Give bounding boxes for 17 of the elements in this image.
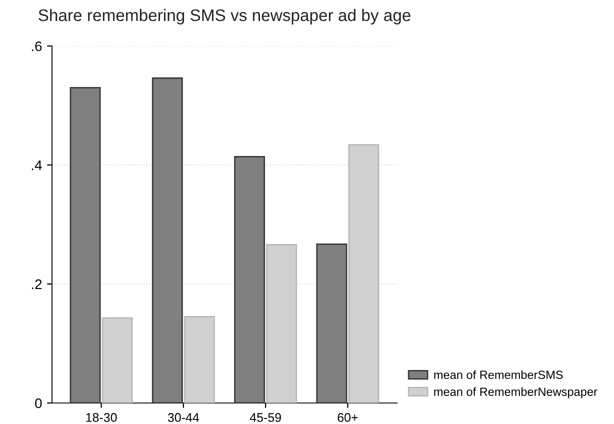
bar	[184, 316, 215, 403]
x-tick-label: 30-44	[168, 413, 200, 422]
chart-title: Share remembering SMS vs newspaper ad by age	[38, 8, 410, 24]
bar	[152, 77, 183, 403]
bar	[70, 86, 101, 403]
y-tick-label: .4	[32, 160, 42, 170]
bar	[234, 156, 266, 403]
legend-label: mean of RememberNewspaper	[434, 387, 598, 398]
bar	[102, 317, 133, 403]
y-tick-label: 0	[35, 398, 42, 408]
bar	[316, 243, 348, 403]
x-tick-label: 18-30	[86, 413, 117, 422]
y-tick-label: .2	[32, 279, 42, 290]
x-tick-label: 45-59	[250, 413, 281, 422]
y-tick-label: .6	[32, 41, 42, 52]
x-tick-label: 60+	[338, 413, 358, 422]
legend-label: mean of RememberSMS	[434, 370, 563, 380]
